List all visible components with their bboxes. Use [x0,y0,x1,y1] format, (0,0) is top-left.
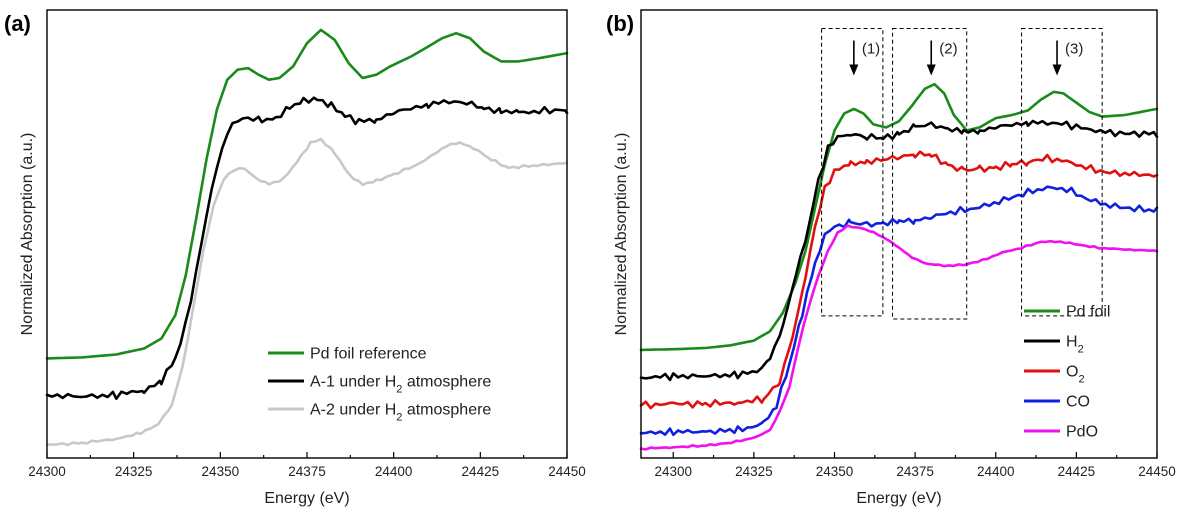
series-line-o- [639,150,1159,410]
x-tick-label: 24450 [548,464,586,479]
y-axis-title: Normalized Absorption (a.u.) [613,133,630,336]
legend-label: CO [1066,394,1090,411]
plot-frame [640,9,1158,459]
panel-a-chart: 24300 24325 24350 24375 24400 24425 24450 Energ… [19,9,586,507]
annotation-arrowhead-1 [849,64,859,76]
x-tick-label: 24375 [288,464,326,479]
series-line-a-2-under-h-atmosphere [45,137,569,447]
panel-b-chart: (1) (2) (3) 24300 24325 24350 24375 24400 24425 2… [613,9,1176,507]
series-line-pd-foil [639,82,1159,352]
legend-label: A-1 under H2 atmosphere [310,374,491,396]
annotation-box-3 [1021,28,1103,317]
panel-b-letter: (b) [606,11,634,36]
legend-label: Pd foil [1066,304,1110,321]
x-tick-label: 24450 [1138,464,1176,479]
x-axis-title: Energy (eV) [856,490,941,507]
annotation-label-1: (1) [862,41,880,58]
legend-label: PdO [1066,424,1098,441]
series-line-pd-foil-reference [45,28,569,360]
x-tick-label: 24400 [977,464,1015,479]
annotation-arrowhead-2 [926,64,936,76]
plot-frame [46,9,568,459]
series-line-pdo [639,224,1159,451]
x-axis-title: Energy (eV) [264,490,349,507]
x-tick-label: 24300 [654,464,692,479]
x-tick-label: 24375 [896,464,934,479]
x-tick-label: 24350 [202,464,240,479]
y-axis-title: Normalized Absorption (a.u.) [19,133,36,336]
x-tick-label: 24300 [28,464,66,479]
x-tick-label: 24400 [375,464,413,479]
annotation-label-3: (3) [1065,41,1083,58]
annotation-box-2 [892,28,968,320]
series-line-h- [639,119,1159,382]
legend-label: O2 [1066,364,1085,386]
series-line-co [639,185,1159,437]
x-tick-label: 24425 [462,464,500,479]
x-tick-label: 24325 [115,464,153,479]
x-tick-label: 24350 [816,464,854,479]
annotation-box-1 [821,28,884,317]
annotation-arrowhead-3 [1052,64,1062,76]
x-tick-label: 24325 [735,464,773,479]
panel-a-letter: (a) [4,11,31,36]
x-tick-label: 24425 [1058,464,1096,479]
legend-label: A-2 under H2 atmosphere [310,402,491,424]
annotation-label-2: (2) [939,41,957,58]
legend-label: H2 [1066,334,1084,356]
legend-label: Pd foil reference [310,346,427,363]
series-line-a-1-under-h-atmosphere [45,96,569,400]
